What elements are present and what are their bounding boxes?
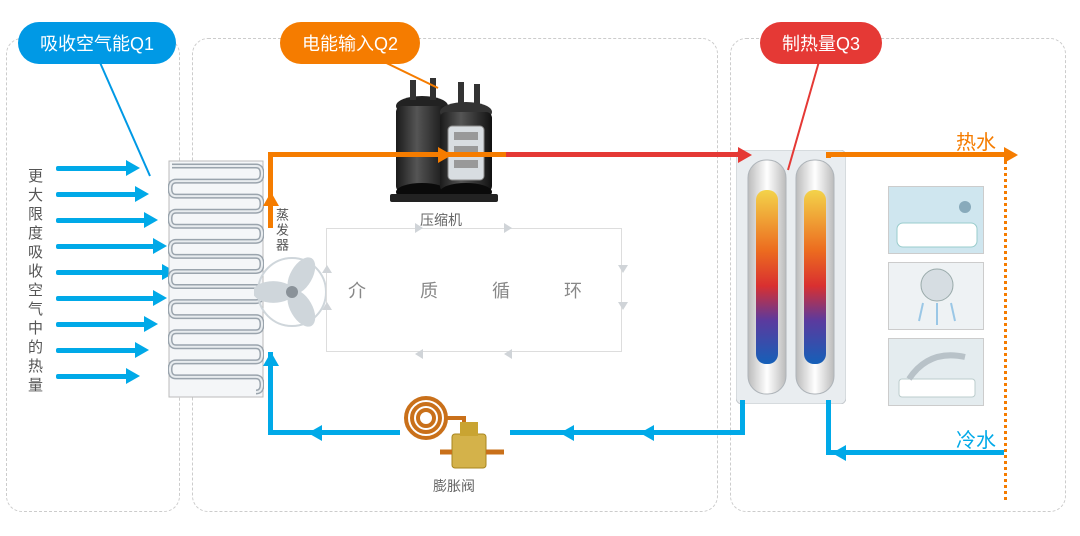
badge-q2: 电能输入Q2 — [280, 22, 420, 64]
medium-cycle-text: 介 质 循 环 — [348, 277, 600, 303]
heat-exchanger-icon — [736, 150, 846, 404]
badge-q3: 制热量Q3 — [760, 22, 882, 64]
compressor-icon — [384, 76, 504, 206]
expansion-valve-icon — [400, 392, 510, 472]
evaporator-icon — [168, 160, 264, 398]
usage-thumb-0 — [888, 186, 984, 254]
side-caption: 更大限度吸收空气中的热量 — [24, 168, 45, 396]
compressor-label: 压缩机 — [420, 210, 462, 230]
evaporator-label: 蒸发器 — [272, 208, 291, 253]
cold-water-label: 冷水 — [956, 424, 996, 453]
expansion-valve-label: 膨胀阀 — [433, 476, 475, 496]
usage-thumb-2 — [888, 338, 984, 406]
fan-icon — [254, 254, 330, 330]
usage-thumb-1 — [888, 262, 984, 330]
badge-q1: 吸收空气能Q1 — [18, 22, 176, 64]
medium-cycle-box: 介 质 循 环 — [326, 228, 622, 352]
hot-water-label: 热水 — [956, 126, 996, 155]
